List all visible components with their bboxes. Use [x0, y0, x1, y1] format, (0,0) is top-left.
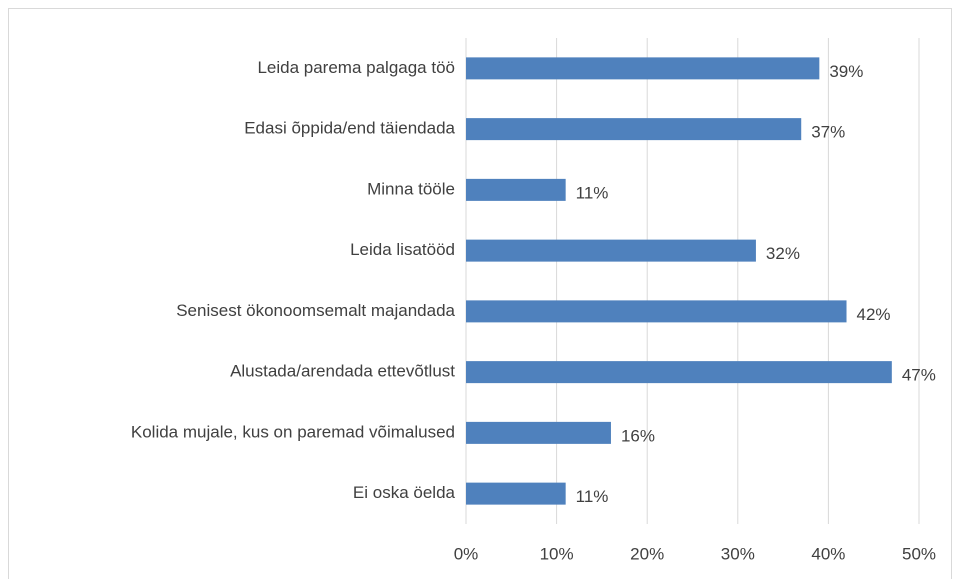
- data-label: 32%: [766, 244, 800, 263]
- data-label: 39%: [829, 62, 863, 81]
- x-tick-label: 50%: [902, 544, 936, 563]
- category-label: Minna tööle: [367, 179, 455, 198]
- x-tick-label: 20%: [630, 544, 664, 563]
- data-label: 16%: [621, 426, 655, 445]
- bar: [466, 421, 611, 444]
- x-tick-label: 30%: [721, 544, 755, 563]
- category-label: Ei oska öelda: [353, 483, 456, 502]
- category-label: Leida parema palgaga töö: [257, 58, 455, 77]
- x-tick-label: 0%: [454, 544, 479, 563]
- category-label: Alustada/arendada ettevõtlust: [230, 362, 455, 381]
- bar: [466, 300, 847, 323]
- data-label: 11%: [576, 183, 609, 202]
- x-tick-label: 10%: [540, 544, 574, 563]
- bar: [466, 118, 802, 141]
- data-label: 47%: [902, 366, 936, 385]
- data-label: 37%: [811, 123, 845, 142]
- bar: [466, 57, 820, 80]
- bar: [466, 361, 892, 384]
- bar: [466, 482, 566, 505]
- category-label: Kolida mujale, kus on paremad võimalused: [131, 422, 455, 441]
- bar: [466, 239, 756, 262]
- data-label: 11%: [576, 487, 609, 506]
- x-tick-label: 40%: [811, 544, 845, 563]
- category-label: Senisest ökonoomsemalt majandada: [176, 301, 455, 320]
- bar: [466, 178, 566, 201]
- category-label: Edasi õppida/end täiendada: [244, 119, 455, 138]
- category-label: Leida lisatööd: [350, 240, 455, 259]
- data-label: 42%: [857, 305, 891, 324]
